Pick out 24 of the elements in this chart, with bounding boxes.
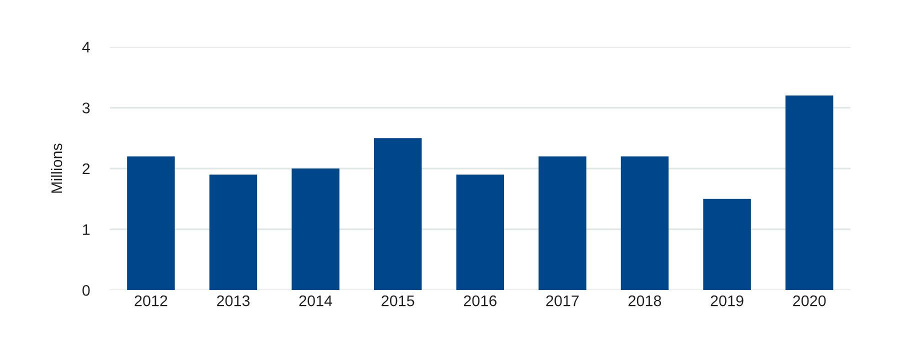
bar — [785, 96, 834, 290]
bar — [703, 198, 751, 290]
bar — [292, 168, 340, 290]
x-tick-label: 2018 — [628, 295, 662, 306]
x-tick-label: 2014 — [299, 295, 332, 306]
y-tick-label: 4 — [82, 42, 90, 52]
x-tick-label: 2020 — [793, 295, 826, 306]
x-tick-label: 2017 — [546, 295, 579, 306]
y-tick-label: 2 — [82, 163, 90, 174]
x-tick-label: 2013 — [217, 295, 250, 306]
x-tick-label: 2012 — [134, 295, 168, 306]
bar — [538, 156, 586, 290]
x-tick-label: 2019 — [710, 295, 744, 306]
y-tick-label: 0 — [82, 285, 90, 296]
x-tick-label: 2016 — [464, 295, 496, 306]
bar — [127, 156, 175, 290]
bar — [620, 156, 669, 290]
bar — [209, 174, 258, 290]
y-tick-label: 1 — [83, 224, 90, 235]
x-tick-label: 2015 — [382, 295, 414, 306]
y-axis-title: Millions — [50, 144, 62, 193]
bar — [456, 174, 504, 290]
y-tick-label: 3 — [82, 102, 90, 114]
bar — [374, 138, 422, 290]
